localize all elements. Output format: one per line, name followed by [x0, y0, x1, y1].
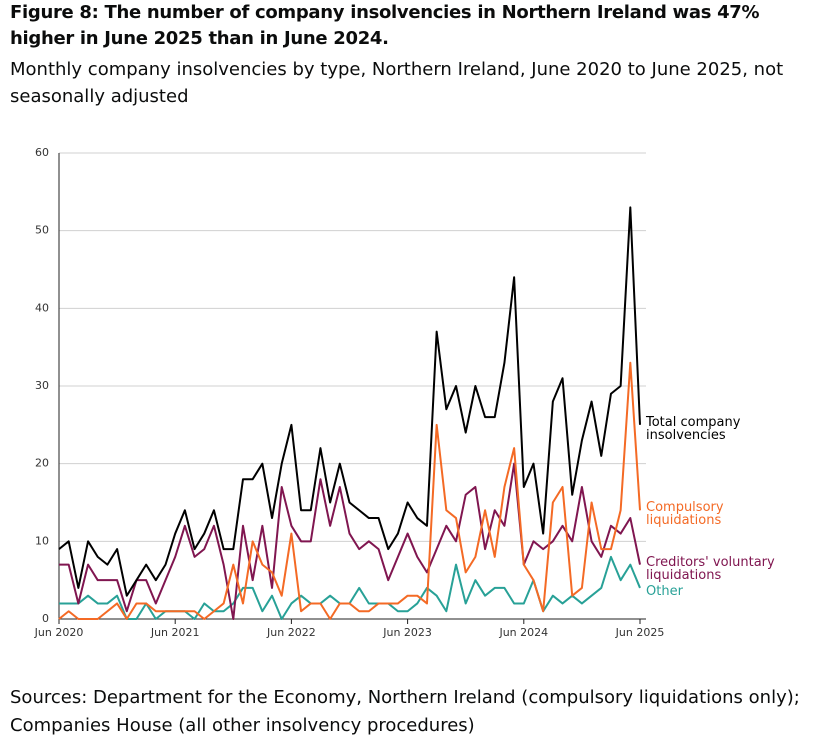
y-tick-label: 30	[35, 379, 49, 392]
y-tick-label: 40	[35, 301, 49, 314]
series-line	[58, 206, 641, 597]
source-note: Sources: Department for the Economy, Nor…	[10, 687, 800, 736]
series-line	[59, 462, 641, 620]
y-tick-label: 60	[35, 146, 49, 159]
series-label: Compulsory liquidations	[646, 500, 724, 529]
x-tick-label: Jun 2020	[34, 626, 84, 639]
series-label: Creditors' voluntary liquidations	[646, 554, 775, 583]
y-tick-label: 20	[35, 457, 49, 470]
x-tick-label: Jun 2025	[615, 626, 665, 639]
x-tick-label: Jun 2023	[382, 626, 432, 639]
x-tick-label: Jun 2022	[266, 626, 316, 639]
y-tick-label: 10	[35, 534, 49, 547]
y-tick-label: 0	[42, 612, 49, 625]
series-label: Total company insolvencies	[646, 414, 741, 443]
x-tick-label: Jun 2024	[498, 626, 548, 639]
series-line	[58, 361, 641, 620]
series-label: Other	[646, 584, 683, 600]
chart-subtitle: Monthly company insolvencies by type, No…	[10, 59, 784, 107]
x-tick-label: Jun 2021	[150, 626, 200, 639]
y-tick-label: 50	[35, 224, 49, 237]
chart-title: Figure 8: The number of company insolven…	[10, 2, 760, 49]
